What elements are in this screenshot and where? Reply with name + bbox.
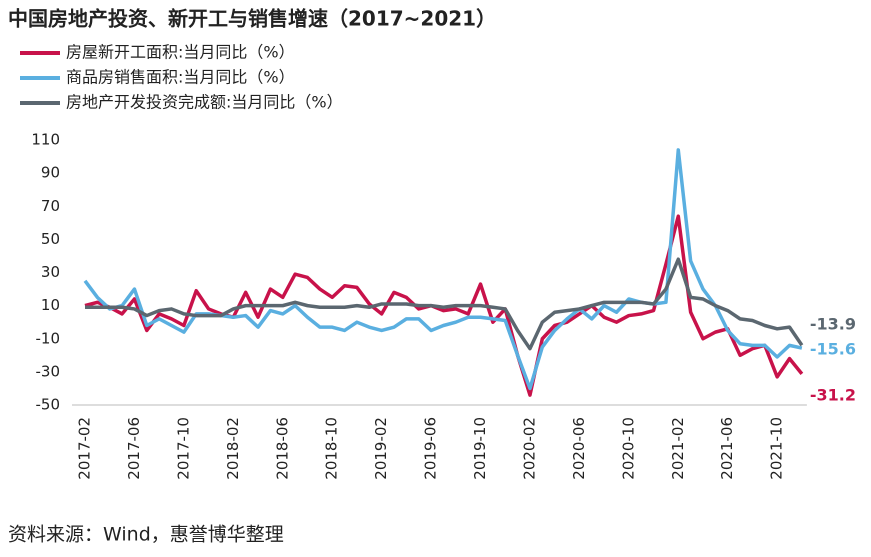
y-tick-label: -30 (36, 362, 61, 380)
x-tick-label: 2019-10 (471, 417, 489, 480)
source-note: 资料来源：Wind，惠誉博华整理 (8, 524, 284, 546)
end-label: -31.2 (810, 385, 856, 404)
x-tick-label: 2017-02 (76, 417, 94, 480)
x-tick-label: 2020-10 (619, 417, 637, 480)
x-tick-label: 2018-02 (224, 417, 242, 480)
y-tick-label: 50 (41, 230, 60, 248)
legend-label: 房地产开发投资完成额:当月同比（%） (66, 93, 343, 112)
end-label: -13.9 (810, 315, 856, 334)
series-line (85, 257, 804, 351)
x-tick-label: 2021-06 (718, 417, 736, 480)
y-tick-label: 110 (31, 131, 60, 149)
series-line (84, 214, 804, 397)
x-tick-label: 2021-10 (768, 417, 786, 480)
legend-label: 房屋新开工面积:当月同比（%） (66, 43, 295, 62)
x-tick-label: 2020-06 (570, 417, 588, 480)
series-line (83, 148, 803, 391)
x-tick-label: 2020-02 (520, 417, 538, 480)
chart-title: 中国房地产投资、新开工与销售增速（2017~2021） (8, 7, 496, 31)
y-tick-label: 30 (41, 263, 60, 281)
x-tick-label: 2017-10 (174, 417, 192, 480)
y-tick-label: -50 (36, 396, 61, 414)
x-tick-label: 2021-02 (669, 417, 687, 480)
x-tick-label: 2018-06 (273, 417, 291, 480)
x-tick-label: 2019-02 (372, 417, 390, 480)
x-tick-label: 2018-10 (323, 417, 341, 480)
y-tick-label: -10 (36, 329, 61, 347)
x-tick-label: 2017-06 (125, 417, 143, 480)
legend-label: 商品房销售面积:当月同比（%） (66, 68, 295, 87)
y-tick-label: 70 (41, 197, 60, 215)
x-tick-label: 2019-06 (422, 417, 440, 480)
y-tick-label: 10 (41, 296, 60, 314)
y-tick-label: 90 (41, 164, 60, 182)
end-label: -15.6 (810, 340, 856, 359)
